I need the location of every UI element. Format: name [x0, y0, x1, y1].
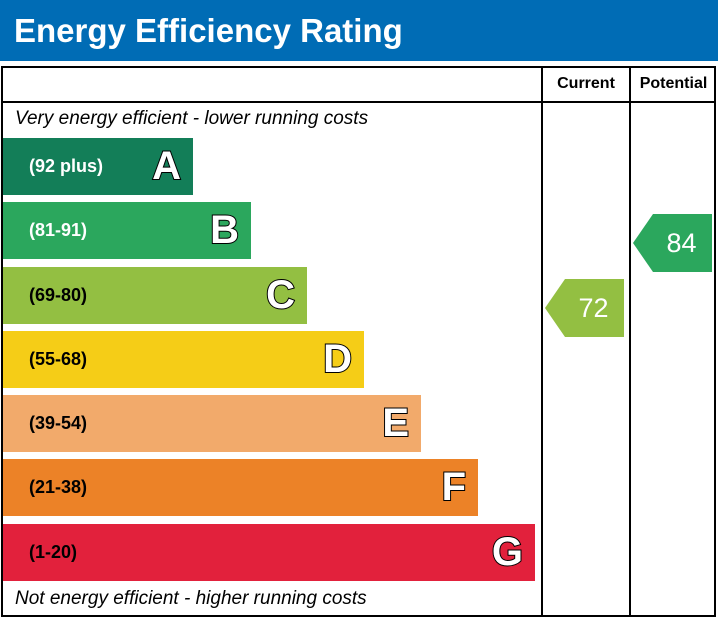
band-range: (39-54) [29, 413, 88, 433]
band-letter: C [265, 272, 296, 318]
band-range: (1-20) [29, 542, 78, 562]
band-letter: G [491, 529, 524, 575]
band-range: (81-91) [29, 220, 88, 240]
band-range: (21-38) [29, 477, 88, 497]
band-range: (69-80) [29, 285, 88, 305]
top-note: Very energy efficient - lower running co… [15, 108, 369, 129]
band-bar-f: (21-38) F [3, 459, 478, 516]
band-bar-c: (69-80) C [3, 267, 307, 324]
band-bar-d: (55-68) D [3, 331, 364, 388]
band-range: (92 plus) [29, 156, 104, 176]
band-bar-e: (39-54) E [3, 395, 421, 452]
current-rating-arrow: 72 [545, 279, 624, 337]
header-divider [1, 101, 716, 103]
band-letter: B [209, 207, 240, 253]
column-divider [629, 66, 631, 617]
chart-frame [1, 66, 716, 617]
band-bar-g: (1-20) G [3, 524, 535, 581]
band-letter: F [441, 464, 467, 510]
band-letter: A [151, 143, 182, 189]
bottom-note: Not energy efficient - higher running co… [15, 588, 367, 609]
potential-rating-value: 84 [666, 228, 697, 258]
band-bar-a: (92 plus) A [3, 138, 193, 195]
band-range: (55-68) [29, 349, 88, 369]
potential-rating-arrow: 84 [633, 214, 712, 272]
chart-title: Energy Efficiency Rating [0, 0, 718, 61]
current-rating-value: 72 [578, 293, 609, 323]
band-letter: D [322, 336, 353, 382]
column-header-current: Current [557, 75, 615, 92]
column-divider [541, 66, 543, 617]
column-header-potential: Potential [639, 75, 708, 92]
band-bar-b: (81-91) B [3, 202, 251, 259]
band-letter: E [381, 400, 410, 446]
